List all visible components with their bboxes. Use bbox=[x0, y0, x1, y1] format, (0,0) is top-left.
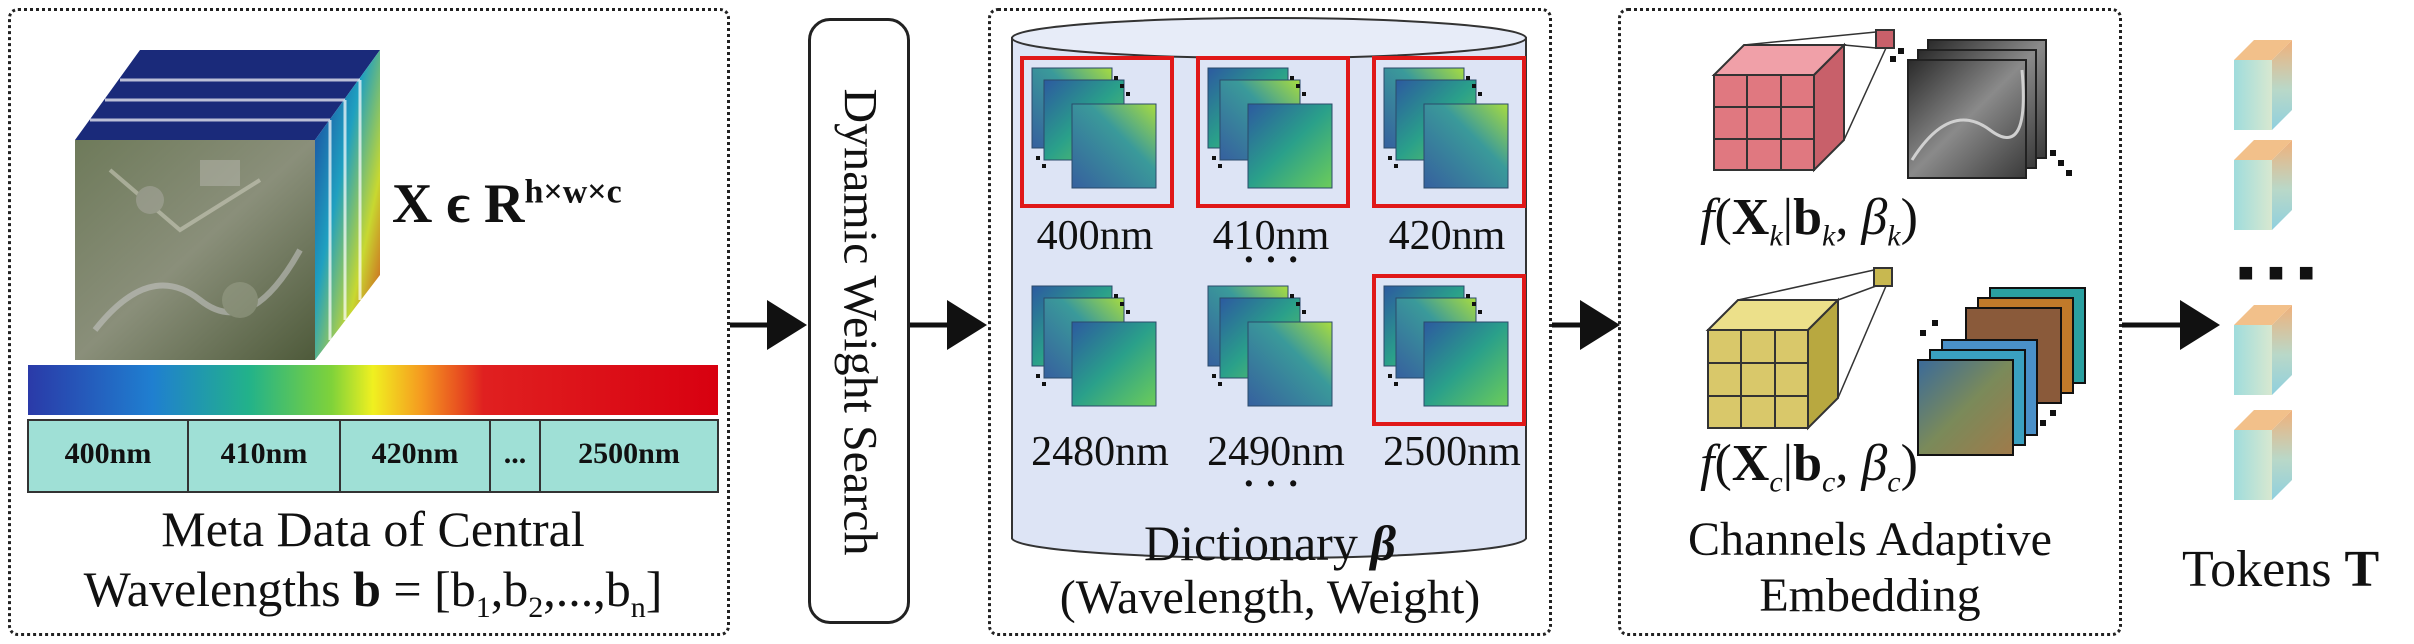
band-label-ellipsis: ... bbox=[503, 437, 527, 470]
embedding-panel bbox=[1618, 8, 2122, 636]
token-stack bbox=[2234, 40, 2292, 500]
dict-ellipsis-bottom: · · · bbox=[1242, 463, 1300, 505]
metadata-caption-line1: Meta Data of Central bbox=[161, 501, 585, 557]
band-label-1: 400nm bbox=[64, 437, 152, 470]
grayscale-feature-maps bbox=[1890, 39, 2072, 179]
band-table bbox=[27, 419, 719, 493]
formula-k: f(Xk|bk, βk) bbox=[1700, 189, 1918, 253]
dict-label-2480nm: 2480nm bbox=[1031, 429, 1169, 475]
band-label-3: 420nm bbox=[371, 437, 459, 470]
token-prism bbox=[2234, 410, 2292, 500]
color-feature-maps bbox=[1917, 287, 2086, 456]
formula-c: f(Xc|bc, βc) bbox=[1700, 435, 1918, 499]
metadata-panel bbox=[8, 8, 730, 636]
cube-front-detail bbox=[92, 160, 303, 332]
weight-matrix-tile bbox=[1372, 274, 1526, 426]
dictionary-caption-line1: Dictionary β bbox=[1144, 515, 1396, 571]
dictionary-caption-line2: (Wavelength, Weight) bbox=[1059, 571, 1481, 624]
dynamic-weight-search-label: Dynamic Weight Search bbox=[833, 88, 887, 556]
weight-matrix-tile bbox=[1020, 56, 1174, 208]
dict-label-410nm: 410nm bbox=[1212, 213, 1330, 259]
dictionary-panel bbox=[988, 8, 1552, 636]
dict-label-2490nm: 2490nm bbox=[1207, 429, 1345, 475]
embedding-caption-line1: Channels Adaptive bbox=[1688, 513, 2052, 566]
weight-matrix-group bbox=[1020, 56, 1526, 426]
cube-layer-stripes bbox=[90, 78, 362, 340]
tokens-caption: Tokens T bbox=[2182, 541, 2380, 598]
spectrum-bar bbox=[28, 365, 718, 415]
weight-matrix-tile bbox=[1207, 285, 1333, 407]
highlight-box bbox=[1020, 56, 1174, 208]
equation-label: X ϵ Rh×w×c bbox=[392, 173, 622, 235]
embedding-caption-line2: Embedding bbox=[1759, 569, 1981, 622]
weight-matrix-tile bbox=[1031, 285, 1157, 407]
band-label-4: 2500nm bbox=[578, 437, 680, 470]
dict-label-400nm: 400nm bbox=[1036, 213, 1154, 259]
weight-matrix-tile bbox=[1372, 56, 1526, 208]
highlight-box bbox=[1196, 56, 1350, 208]
metadata-caption-line2: Wavelengths b = [b1,b2,...,bn] bbox=[83, 561, 663, 624]
red-conv-cube bbox=[1711, 29, 1895, 173]
weight-matrix-tile bbox=[1196, 56, 1350, 208]
dict-label-2500nm: 2500nm bbox=[1383, 429, 1521, 475]
band-label-2: 410nm bbox=[220, 437, 308, 470]
hyperspectral-cube bbox=[75, 50, 380, 360]
highlight-box bbox=[1372, 56, 1526, 208]
dict-ellipsis-middle: · · · bbox=[1242, 239, 1300, 281]
search-panel bbox=[808, 18, 910, 624]
token-prism bbox=[2234, 305, 2292, 395]
highlight-box bbox=[1372, 274, 1526, 426]
dict-label-420nm: 420nm bbox=[1388, 213, 1506, 259]
yellow-conv-cube bbox=[1705, 267, 1893, 431]
cube-top-face bbox=[75, 50, 380, 140]
tokens-ellipsis: ■ ■ ■ bbox=[2237, 258, 2319, 287]
token-prism bbox=[2234, 140, 2292, 230]
token-prism bbox=[2234, 40, 2292, 130]
